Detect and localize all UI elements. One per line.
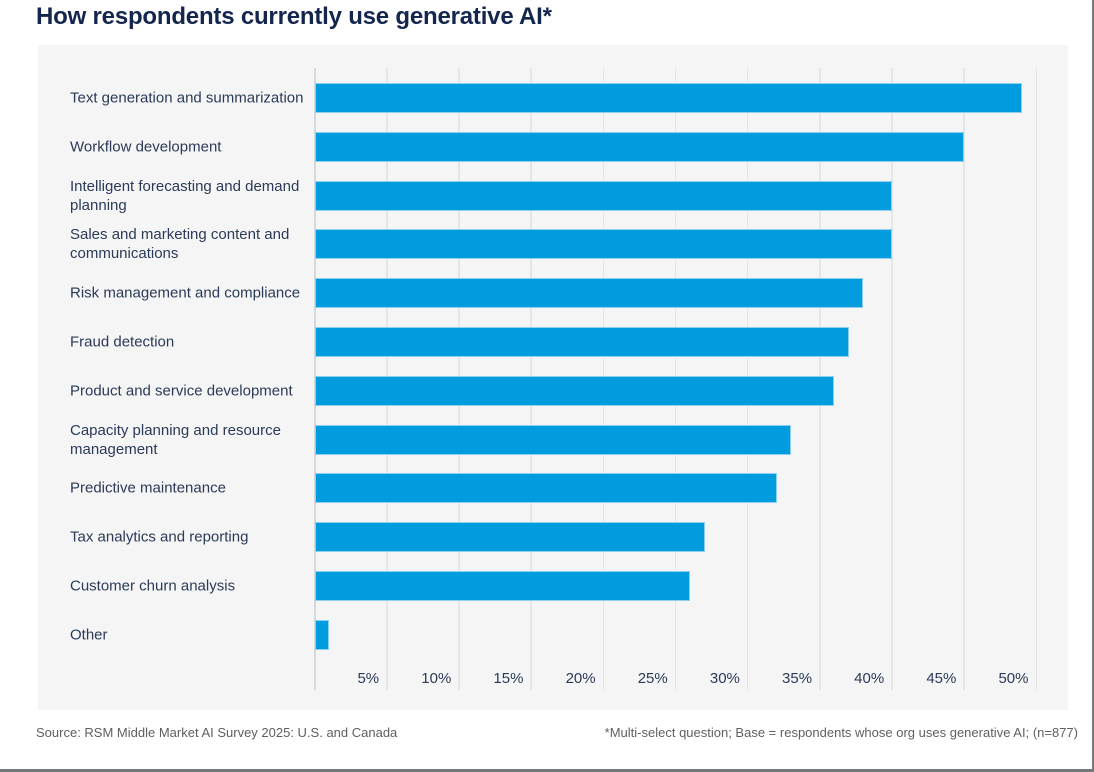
bar	[315, 278, 864, 309]
gridline	[963, 68, 965, 690]
bar	[315, 229, 893, 260]
x-tick-label: 5%	[357, 670, 380, 687]
y-axis-line	[314, 68, 316, 690]
category-label: Workflow development	[70, 138, 222, 156]
bar	[315, 424, 792, 455]
bar	[315, 522, 705, 553]
category-label: Product and service development	[70, 382, 293, 400]
category-label: Other	[70, 626, 108, 644]
bar	[315, 619, 330, 650]
chart-panel: 5% 10% 15% 20% 25% 30% 35% 40% 45% 50% Text genera…	[38, 45, 1068, 710]
bar	[315, 131, 965, 162]
page-title: How respondents currently use generative…	[36, 3, 552, 30]
x-tick-label: 25%	[637, 670, 668, 687]
x-tick-label: 20%	[565, 670, 596, 687]
bar	[315, 473, 777, 504]
category-label: Customer churn analysis	[70, 577, 236, 595]
x-tick-label: 30%	[709, 670, 740, 687]
x-tick-label: 40%	[854, 670, 885, 687]
bar	[315, 375, 835, 406]
bar	[315, 83, 1023, 113]
x-tick-label: 10%	[421, 670, 452, 687]
x-tick-label: 45%	[926, 670, 957, 687]
category-label: Predictive maintenance	[70, 479, 226, 497]
category-label: Risk management and compliance	[70, 284, 301, 302]
source-text: Source: RSM Middle Market AI Survey 2025…	[36, 725, 398, 740]
category-label: Text generation and summarization	[70, 89, 304, 107]
category-label: Sales and marketing content and communic…	[70, 226, 290, 263]
category-label: Intelligent forecasting and demand plann…	[70, 177, 300, 214]
gridline	[891, 68, 893, 690]
bar	[315, 327, 849, 357]
x-tick-label: 35%	[782, 670, 813, 687]
category-label: Capacity planning and resource managemen…	[70, 421, 281, 458]
footnote-text: *Multi-select question; Base = responden…	[604, 725, 1078, 740]
x-tick-label: 50%	[998, 670, 1029, 687]
gridline	[1035, 68, 1037, 690]
category-label: Tax analytics and reporting	[70, 528, 249, 546]
category-label: Fraud detection	[70, 333, 175, 351]
bar	[315, 571, 691, 601]
x-tick-label: 15%	[493, 670, 524, 687]
bar	[315, 180, 893, 211]
